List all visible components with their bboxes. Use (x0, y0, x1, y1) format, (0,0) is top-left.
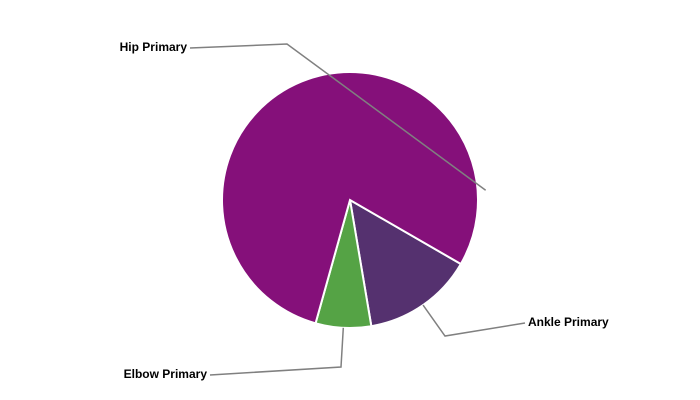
pie-slice (348, 198, 463, 328)
leader-line (189, 43, 487, 191)
slice-label: Elbow Primary (124, 367, 208, 381)
leader-line (422, 304, 526, 337)
slice-label: Hip Primary (120, 40, 188, 54)
leader-line (209, 327, 345, 376)
slice-label: Ankle Primary (528, 315, 609, 329)
pie-slice (221, 71, 479, 325)
